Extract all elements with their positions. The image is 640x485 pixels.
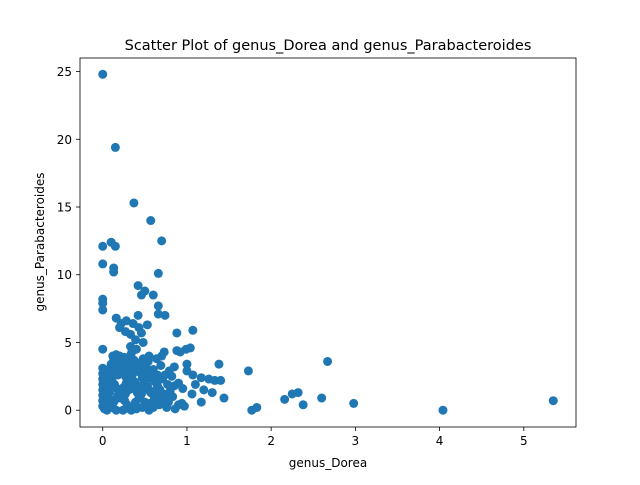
y-tick-label: 25	[57, 65, 72, 79]
data-point	[196, 397, 206, 407]
data-point	[136, 290, 146, 300]
data-point	[157, 351, 167, 361]
data-point	[105, 401, 115, 411]
data-point	[98, 69, 108, 79]
data-point	[118, 405, 128, 415]
data-point	[190, 379, 200, 389]
data-point	[98, 344, 108, 354]
data-point	[142, 320, 152, 330]
data-point	[140, 371, 150, 381]
y-axis-label: genus_Parabacteroides	[33, 172, 47, 311]
data-point	[153, 309, 163, 319]
data-point	[98, 298, 108, 308]
data-point	[196, 373, 206, 383]
data-point	[438, 405, 448, 415]
x-tick-label: 0	[99, 434, 107, 448]
data-point	[168, 392, 178, 402]
data-point	[280, 394, 290, 404]
data-point	[136, 328, 146, 338]
data-point	[216, 375, 226, 385]
data-point	[172, 328, 182, 338]
data-point	[298, 400, 308, 410]
data-point	[101, 384, 111, 394]
data-point	[98, 241, 108, 251]
data-point	[185, 343, 195, 353]
data-point	[137, 402, 147, 412]
data-point	[109, 267, 119, 277]
data-point	[131, 335, 141, 345]
x-tick-label: 5	[520, 434, 528, 448]
points-layer	[98, 69, 558, 415]
data-point	[160, 310, 170, 320]
data-point	[188, 325, 198, 335]
data-point	[162, 402, 172, 412]
data-point	[147, 400, 157, 410]
data-point	[293, 388, 303, 398]
x-axis-ticks: 0 1 2 3 4 5	[99, 427, 528, 448]
y-tick-label: 20	[57, 133, 72, 147]
data-point	[167, 371, 177, 381]
data-point	[138, 337, 148, 347]
data-point	[182, 359, 192, 369]
data-point	[163, 379, 173, 389]
data-point	[548, 396, 558, 406]
data-point	[108, 351, 118, 361]
data-point	[110, 241, 120, 251]
chart-title: Scatter Plot of genus_Dorea and genus_Pa…	[125, 38, 532, 54]
data-point	[182, 366, 192, 376]
y-tick-label: 15	[57, 201, 72, 215]
data-point	[152, 370, 162, 380]
x-axis-label: genus_Dorea	[289, 456, 367, 470]
data-point	[143, 356, 153, 366]
data-point	[126, 348, 136, 358]
x-tick-label: 1	[183, 434, 191, 448]
y-tick-label: 0	[64, 404, 72, 418]
data-point	[214, 359, 224, 369]
data-point	[127, 359, 137, 369]
data-point	[129, 198, 139, 208]
x-tick-label: 3	[352, 434, 360, 448]
x-tick-label: 2	[267, 434, 275, 448]
x-tick-label: 4	[436, 434, 444, 448]
data-point	[153, 301, 163, 311]
data-point	[133, 281, 143, 291]
data-point	[170, 404, 180, 414]
data-point	[178, 384, 188, 394]
data-point	[252, 402, 262, 412]
data-point	[349, 398, 359, 408]
y-tick-label: 10	[57, 268, 72, 282]
data-point	[115, 393, 125, 403]
data-point	[115, 351, 125, 361]
data-point	[100, 373, 110, 383]
data-point	[110, 142, 120, 152]
data-point	[219, 393, 229, 403]
data-point	[153, 268, 163, 278]
data-point	[199, 385, 209, 395]
y-axis-ticks: 0 5 10 15 20 25	[57, 65, 80, 418]
data-point	[177, 398, 187, 408]
data-point	[243, 366, 253, 376]
y-tick-label: 5	[64, 336, 72, 350]
data-point	[207, 388, 217, 398]
data-point	[156, 361, 166, 370]
data-point	[98, 305, 108, 315]
data-point	[323, 356, 333, 366]
data-point	[187, 389, 197, 399]
data-point	[121, 316, 131, 326]
data-point	[148, 290, 158, 300]
data-point	[157, 236, 167, 246]
axes-frame	[79, 57, 577, 428]
data-point	[317, 393, 327, 403]
data-point	[146, 216, 156, 226]
data-point	[98, 363, 108, 373]
data-point	[133, 310, 143, 320]
data-point	[98, 259, 108, 269]
data-point	[130, 377, 140, 387]
